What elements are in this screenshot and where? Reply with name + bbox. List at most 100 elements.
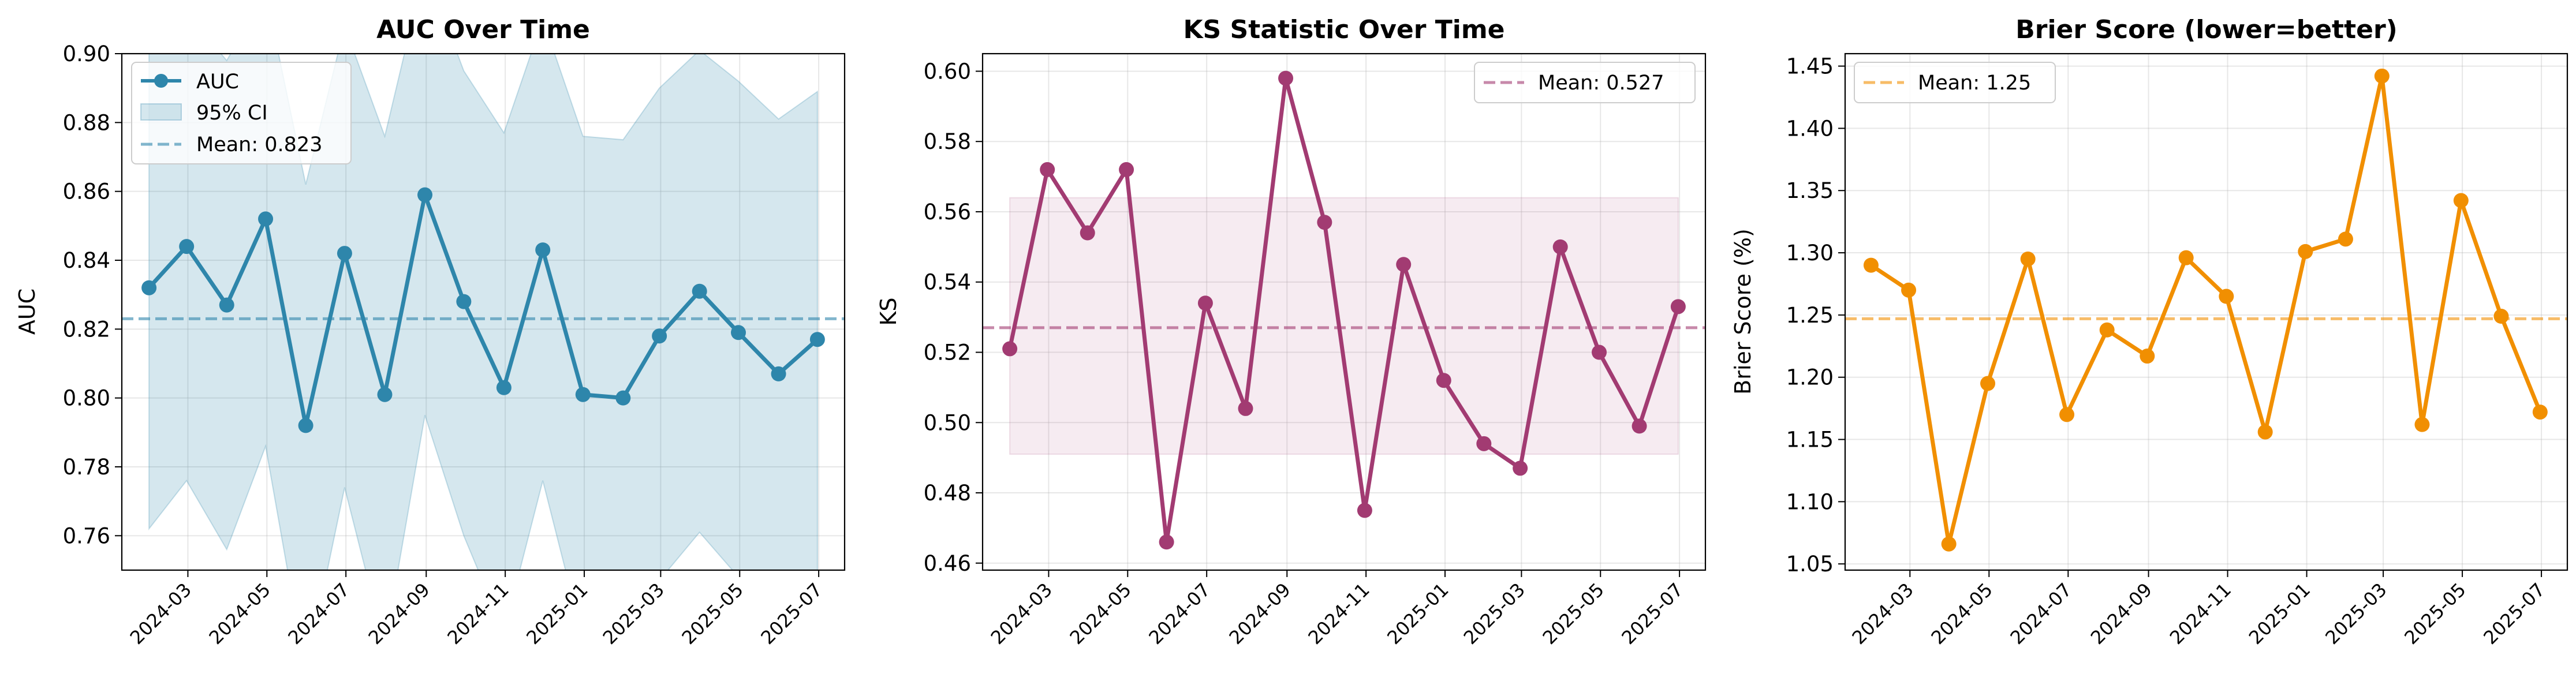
auc-legend: AUC 95% CI Mean: 0.823 [131,62,352,164]
brier-y-tick-label-0: 1.05 [1786,552,1834,576]
ks-y-axis-label: KS [876,297,901,325]
brier-point-16 [2493,309,2509,324]
auc-series-line [147,193,819,428]
brier-point-10 [2257,424,2273,440]
auc-point-12 [615,390,631,406]
brier-legend-mean-label: Mean: 1.25 [1918,72,2031,95]
auc-grid [122,53,845,570]
brier-axes-frame [1844,53,2568,571]
auc-point-15 [731,325,746,340]
brier-point-6 [2099,322,2115,338]
brier-point-7 [2140,349,2155,364]
auc-point-14 [692,283,707,299]
auc-point-3 [258,211,274,227]
auc-point-4 [298,418,313,433]
auc-axes-frame [121,53,846,571]
ks-point-5 [1197,295,1213,311]
brier-y-tick-label-6: 1.35 [1786,178,1834,203]
auc-point-17 [809,332,825,347]
brier-y-axis-label: Brier Score (%) [1730,229,1756,395]
brier-point-1 [1901,282,1917,298]
auc-legend-ci-swatch [140,103,182,121]
ks-point-1 [1040,162,1055,177]
auc-ci-band [148,54,818,570]
ks-point-17 [1670,299,1686,314]
brier-point-12 [2338,231,2353,247]
ks-point-12 [1476,436,1492,451]
auc-legend-mean-label: Mean: 0.823 [196,133,322,156]
auc-chart: AUC Over Time AUC 0.760.780.800.820.840.… [14,15,846,649]
brier-y-tick-label-5: 1.30 [1786,241,1834,265]
brier-y-ticks: 1.05 1.10 1.15 1.20 1.25 1.30 1.35 1.40 1.45 [1786,54,1845,576]
ks-std-band [1009,197,1679,455]
ks-points [1002,70,1686,550]
ks-point-3 [1119,162,1134,177]
ks-point-7 [1278,70,1294,86]
auc-point-13 [652,328,667,344]
ks-chart-title: KS Statistic Over Time [1183,15,1504,44]
ks-point-10 [1396,257,1412,272]
brier-point-15 [2453,193,2469,208]
auc-point-8 [456,294,472,309]
ks-series-line-group [1007,76,1681,544]
auc-chart-title: AUC Over Time [376,15,590,44]
ks-legend: Mean: 0.527 [1474,62,1696,103]
brier-point-11 [2298,244,2313,259]
auc-ci-band-group [148,54,818,570]
ks-point-14 [1552,239,1568,254]
ks-point-2 [1080,225,1095,241]
brier-legend-box [1854,62,2056,103]
auc-point-9 [496,380,512,395]
ks-y-tick-label-2: 0.50 [924,410,971,435]
ks-series-line [1007,76,1681,544]
ks-legend-box [1474,62,1696,103]
auc-y-tick-label-6: 0.88 [63,110,110,135]
auc-legend-box [131,62,352,164]
brier-grid [1845,54,2567,570]
auc-point-7 [417,187,433,203]
ks-point-4 [1159,534,1174,550]
auc-y-tick-label-7: 0.90 [63,42,110,66]
ks-point-6 [1238,400,1253,416]
brier-series-line-group [1869,74,2543,546]
brier-point-13 [2374,68,2390,84]
ks-y-tick-label-5: 0.56 [924,200,971,224]
ks-legend-mean-label: Mean: 0.527 [1538,72,1664,95]
auc-y-axis-label: AUC [14,289,40,335]
brier-point-3 [1980,376,1996,391]
brier-series-line [1869,74,2543,546]
brier-chart-title: Brier Score (lower=better) [2015,15,2398,44]
auc-point-0 [141,280,157,295]
brier-point-14 [2414,417,2430,432]
auc-point-5 [337,246,352,261]
brier-point-17 [2532,405,2548,420]
auc-y-tick-label-2: 0.80 [63,386,110,411]
ks-y-tick-label-4: 0.54 [924,270,971,295]
brier-y-tick-label-3: 1.20 [1786,365,1834,390]
auc-legend-series-label: AUC [196,70,239,93]
ks-y-tick-label-7: 0.60 [924,59,971,84]
auc-legend-ci-label: 95% CI [196,102,268,125]
ks-point-16 [1632,418,1647,434]
brier-y-tick-label-4: 1.25 [1786,303,1834,328]
brier-point-0 [1863,257,1879,273]
ks-y-tick-label-6: 0.58 [924,129,971,154]
brier-point-5 [2059,407,2075,422]
auc-y-tick-label-3: 0.82 [63,317,110,342]
ks-axes-frame [981,53,1707,571]
brier-y-tick-label-7: 1.40 [1786,116,1834,141]
auc-point-6 [377,387,393,402]
auc-point-2 [219,297,234,313]
brier-y-tick-label-2: 1.15 [1786,428,1834,452]
brier-point-4 [2020,251,2036,267]
auc-legend-marker-swatch [154,74,168,88]
ks-point-9 [1357,503,1372,518]
ks-y-ticks: 0.46 0.48 0.50 0.52 0.54 0.56 0.58 0.60 [924,59,983,576]
ks-point-11 [1436,373,1451,388]
auc-y-tick-label-1: 0.78 [63,455,110,480]
brier-points [1863,68,2548,552]
ks-point-13 [1513,460,1528,476]
auc-point-11 [575,387,591,402]
ks-point-0 [1002,341,1018,357]
